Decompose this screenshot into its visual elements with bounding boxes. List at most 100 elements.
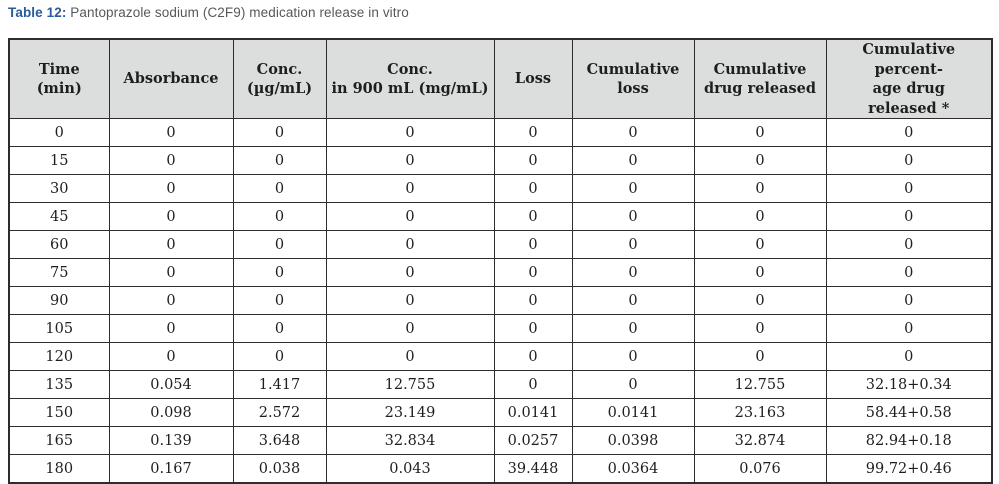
col-header-conc: Conc. (µg/mL) bbox=[232, 38, 327, 120]
table-cell: 3.648 bbox=[232, 426, 327, 456]
table-cell: 0 bbox=[493, 202, 573, 232]
table-cell: 0 bbox=[232, 174, 327, 204]
table-cell: 120 bbox=[8, 342, 110, 372]
table-cell: 58.44+0.58 bbox=[825, 398, 993, 428]
table-cell: 0 bbox=[693, 342, 827, 372]
table-cell: 0 bbox=[571, 258, 695, 288]
table-cell: 0 bbox=[493, 342, 573, 372]
table-caption-label: Table 12: bbox=[8, 5, 67, 20]
table-cell: 90 bbox=[8, 286, 110, 316]
table-cell: 0 bbox=[825, 314, 993, 344]
table-cell: 1.417 bbox=[232, 370, 327, 400]
table-cell: 0 bbox=[825, 118, 993, 148]
table-cell: 82.94+0.18 bbox=[825, 426, 993, 456]
table-cell: 0 bbox=[325, 258, 495, 288]
table-cell: 0 bbox=[693, 202, 827, 232]
table-caption-text: Pantoprazole sodium (C2F9) medication re… bbox=[66, 5, 409, 20]
table-cell: 0 bbox=[825, 258, 993, 288]
table-cell: 0 bbox=[493, 314, 573, 344]
table-cell: 0 bbox=[825, 286, 993, 316]
table-cell: 0 bbox=[825, 230, 993, 260]
table-cell: 0.0398 bbox=[571, 426, 695, 456]
col-header-cumulative-drug-released: Cumulative drug released bbox=[693, 38, 827, 120]
col-header-cumulative-loss: Cumulative loss bbox=[571, 38, 695, 120]
table-cell: 0 bbox=[571, 174, 695, 204]
table-cell: 0 bbox=[693, 230, 827, 260]
table-cell: 0 bbox=[108, 118, 234, 148]
table-cell: 0 bbox=[493, 370, 573, 400]
table-cell: 0 bbox=[571, 314, 695, 344]
table-cell: 0 bbox=[325, 146, 495, 176]
table-row: 15 0 0 0 0 0 0 0 bbox=[8, 146, 993, 176]
table-cell: 12.755 bbox=[325, 370, 495, 400]
table-cell: 0 bbox=[571, 118, 695, 148]
col-header-absorbance: Absorbance bbox=[108, 38, 234, 120]
table-row: 135 0.054 1.417 12.755 0 0 12.755 32.18+0.34 bbox=[8, 370, 993, 400]
table-cell: 23.163 bbox=[693, 398, 827, 428]
table-row: 30 0 0 0 0 0 0 0 bbox=[8, 174, 993, 204]
drug-release-table: Time (min) Absorbance Conc. (µg/mL) Conc… bbox=[8, 38, 993, 484]
table-cell: 165 bbox=[8, 426, 110, 456]
table-cell: 0.098 bbox=[108, 398, 234, 428]
table-cell: 0 bbox=[825, 202, 993, 232]
table-cell: 0 bbox=[493, 174, 573, 204]
table-cell: 135 bbox=[8, 370, 110, 400]
table-cell: 0 bbox=[325, 342, 495, 372]
table-cell: 0 bbox=[325, 174, 495, 204]
table-cell: 23.149 bbox=[325, 398, 495, 428]
table-row: 165 0.139 3.648 32.834 0.0257 0.0398 32.874 82.… bbox=[8, 426, 993, 456]
table-cell: 0.167 bbox=[108, 454, 234, 484]
table-row: 105 0 0 0 0 0 0 0 bbox=[8, 314, 993, 344]
table-cell: 60 bbox=[8, 230, 110, 260]
table-cell: 0 bbox=[232, 314, 327, 344]
table-cell: 0 bbox=[8, 118, 110, 148]
table-cell: 15 bbox=[8, 146, 110, 176]
table-cell: 0 bbox=[325, 230, 495, 260]
table-cell: 180 bbox=[8, 454, 110, 484]
table-cell: 32.834 bbox=[325, 426, 495, 456]
table-cell: 0.043 bbox=[325, 454, 495, 484]
col-header-cumulative-percentage: Cumulative percent- age drug released * bbox=[825, 38, 993, 120]
table-cell: 0 bbox=[232, 230, 327, 260]
table-cell: 0.0364 bbox=[571, 454, 695, 484]
table-cell: 75 bbox=[8, 258, 110, 288]
table-cell: 0 bbox=[693, 146, 827, 176]
table-cell: 0 bbox=[325, 118, 495, 148]
table-cell: 0.0141 bbox=[571, 398, 695, 428]
table-body: 0 0 0 0 0 0 0 0 15 0 0 0 0 0 0 0 30 0 0 0 0 0 0 0 45 0 0 0 0 0 0 0 60 0 0 0… bbox=[8, 118, 993, 484]
table-cell: 0 bbox=[693, 118, 827, 148]
table-cell: 0.0141 bbox=[493, 398, 573, 428]
col-header-conc-900ml: Conc. in 900 mL (mg/mL) bbox=[325, 38, 495, 120]
table-cell: 0 bbox=[493, 146, 573, 176]
table-row: 150 0.098 2.572 23.149 0.0141 0.0141 23.163 58.… bbox=[8, 398, 993, 428]
table-cell: 0 bbox=[108, 258, 234, 288]
table-cell: 0 bbox=[325, 314, 495, 344]
table-cell: 0 bbox=[108, 342, 234, 372]
table-cell: 39.448 bbox=[493, 454, 573, 484]
col-header-loss: Loss bbox=[493, 38, 573, 120]
table-cell: 0 bbox=[571, 202, 695, 232]
table-cell: 0 bbox=[493, 118, 573, 148]
table-row: 75 0 0 0 0 0 0 0 bbox=[8, 258, 993, 288]
table-cell: 12.755 bbox=[693, 370, 827, 400]
table-caption: Table 12: Pantoprazole sodium (C2F9) med… bbox=[8, 5, 409, 20]
table-cell: 0 bbox=[108, 314, 234, 344]
table-cell: 0 bbox=[108, 146, 234, 176]
table-row: 90 0 0 0 0 0 0 0 bbox=[8, 286, 993, 316]
table-cell: 0.0257 bbox=[493, 426, 573, 456]
table-cell: 0 bbox=[825, 342, 993, 372]
table-cell: 0.139 bbox=[108, 426, 234, 456]
table-cell: 0 bbox=[108, 174, 234, 204]
table-cell: 150 bbox=[8, 398, 110, 428]
table-cell: 32.18+0.34 bbox=[825, 370, 993, 400]
table-row: 120 0 0 0 0 0 0 0 bbox=[8, 342, 993, 372]
table-cell: 0 bbox=[693, 286, 827, 316]
table-cell: 0 bbox=[693, 314, 827, 344]
table-row: 60 0 0 0 0 0 0 0 bbox=[8, 230, 993, 260]
table-cell: 105 bbox=[8, 314, 110, 344]
table-cell: 2.572 bbox=[232, 398, 327, 428]
table-cell: 0 bbox=[571, 230, 695, 260]
table-cell: 0.038 bbox=[232, 454, 327, 484]
table-cell: 0 bbox=[571, 370, 695, 400]
col-header-time: Time (min) bbox=[8, 38, 110, 120]
